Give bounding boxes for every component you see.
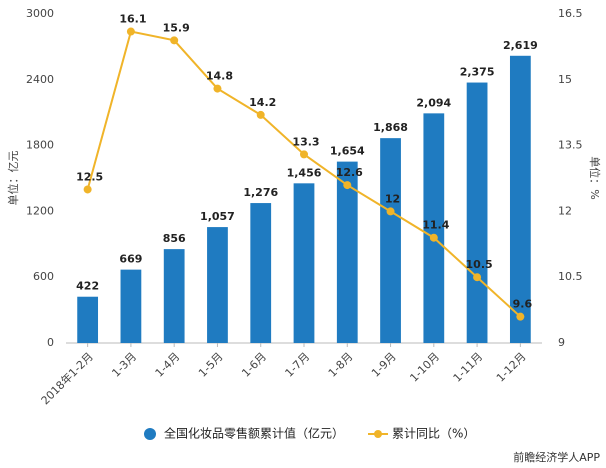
bar xyxy=(77,296,99,343)
y2-axis-label: 单位：% xyxy=(588,156,602,199)
y-tick-label: 600 xyxy=(33,270,54,283)
y-tick-label: 0 xyxy=(47,336,54,349)
legend-label: 累计同比（%） xyxy=(392,427,475,441)
bar xyxy=(120,269,142,343)
x-tick-label: 1-8月 xyxy=(326,350,356,380)
y2-tick-label: 13.5 xyxy=(558,139,583,152)
line-value-label: 10.5 xyxy=(466,258,493,271)
line-value-label: 11.4 xyxy=(422,219,449,232)
y2-tick-label: 15 xyxy=(558,73,572,86)
line-value-label: 14.2 xyxy=(249,96,276,109)
x-tick-label: 1-10月 xyxy=(407,350,442,385)
bar-value-label: 2,094 xyxy=(416,96,451,109)
y-tick-label: 1200 xyxy=(26,204,54,217)
line-value-label: 9.6 xyxy=(513,298,533,311)
bar xyxy=(293,183,315,343)
line-point xyxy=(256,110,265,119)
bar xyxy=(163,249,185,343)
y-axis-label: 单位：亿元 xyxy=(6,151,20,206)
x-tick-label: 1-3月 xyxy=(109,350,139,380)
x-tick-label: 1-11月 xyxy=(451,350,486,385)
line-point xyxy=(83,185,92,194)
x-tick-label: 1-9月 xyxy=(369,350,399,380)
y2-tick-label: 12 xyxy=(558,204,572,217)
line-point xyxy=(473,273,482,282)
bar-value-label: 2,375 xyxy=(460,66,495,79)
bar xyxy=(466,82,488,344)
legend-marker xyxy=(144,428,156,440)
bar xyxy=(207,227,228,343)
bar xyxy=(380,138,401,343)
line-point xyxy=(126,27,135,36)
bar xyxy=(250,203,272,343)
legend-marker xyxy=(374,430,383,438)
bar-value-label: 669 xyxy=(119,253,142,266)
line-value-label: 13.3 xyxy=(292,135,319,148)
line-value-label: 12.6 xyxy=(336,166,363,179)
bar xyxy=(509,55,531,344)
bar-value-label: 1,868 xyxy=(373,121,408,134)
bar xyxy=(423,113,445,343)
x-tick-label: 2018年1-2月 xyxy=(38,349,96,407)
line-value-label: 12 xyxy=(385,192,400,205)
y2-tick-label: 16.5 xyxy=(558,7,583,20)
x-tick-label: 1-7月 xyxy=(283,350,313,380)
line-point xyxy=(343,181,352,190)
y-tick-label: 1800 xyxy=(26,139,54,152)
bar-value-label: 856 xyxy=(163,232,186,245)
x-tick-label: 1-5月 xyxy=(196,350,226,380)
x-tick-label: 1-6月 xyxy=(239,350,269,380)
legend-label: 全国化妆品零售额累计值（亿元） xyxy=(164,426,344,441)
bar-value-label: 2,619 xyxy=(503,39,538,52)
source: 前瞻经济学人APP xyxy=(513,450,600,464)
line-point xyxy=(170,36,179,45)
line-value-label: 14.8 xyxy=(206,70,233,83)
line-value-label: 15.9 xyxy=(163,21,190,34)
line-point xyxy=(386,207,395,216)
line-point xyxy=(516,312,525,321)
bar xyxy=(336,161,358,343)
line-value-label: 16.1 xyxy=(119,13,146,26)
bar-value-label: 1,057 xyxy=(200,210,235,223)
x-tick-label: 1-4月 xyxy=(153,350,183,380)
line-point xyxy=(213,84,222,93)
y-tick-label: 2400 xyxy=(26,73,54,86)
bar-value-label: 1,276 xyxy=(243,186,278,199)
line-value-label: 12.5 xyxy=(76,170,103,183)
bar-value-label: 1,456 xyxy=(287,166,322,179)
y2-tick-label: 9 xyxy=(558,336,565,349)
bar-value-label: 422 xyxy=(76,280,99,293)
line-point xyxy=(300,150,308,159)
x-tick-label: 1-12月 xyxy=(494,350,529,385)
bar-value-label: 1,654 xyxy=(330,145,365,158)
line-point xyxy=(429,233,438,242)
y2-tick-label: 10.5 xyxy=(558,270,583,283)
y-tick-label: 3000 xyxy=(26,7,54,20)
